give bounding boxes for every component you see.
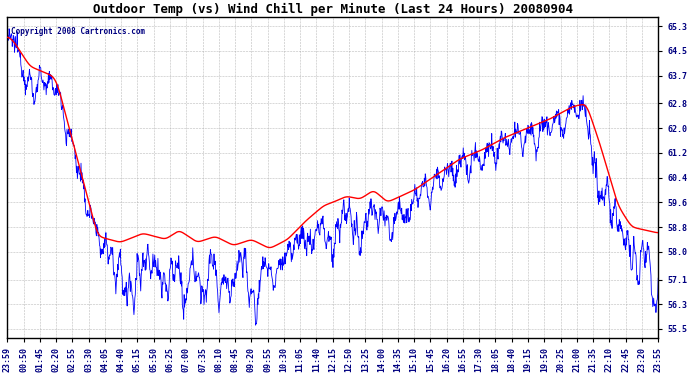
Text: Copyright 2008 Cartronics.com: Copyright 2008 Cartronics.com <box>10 27 145 36</box>
Title: Outdoor Temp (vs) Wind Chill per Minute (Last 24 Hours) 20080904: Outdoor Temp (vs) Wind Chill per Minute … <box>92 3 573 16</box>
